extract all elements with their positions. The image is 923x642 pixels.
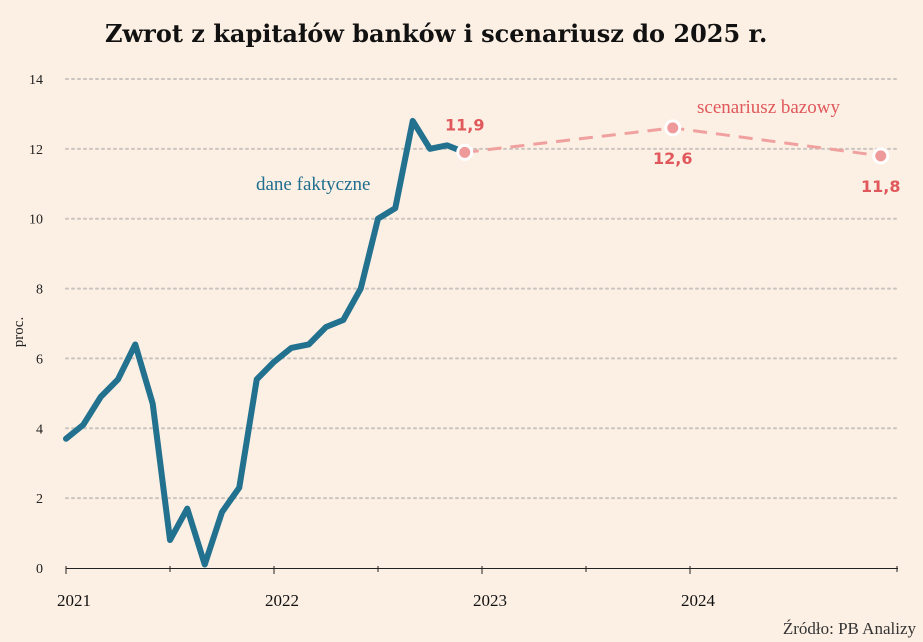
series-actual <box>63 117 468 568</box>
y-tick-label: 4 <box>36 422 43 437</box>
series-label-actual: dane faktyczne <box>256 174 370 195</box>
series-label-scenario: scenariusz bazowy <box>697 97 840 118</box>
series-line-actual <box>63 117 468 568</box>
x-tick-label: 2023 <box>473 591 507 610</box>
y-tick-label: 14 <box>29 73 43 88</box>
y-ticks: 0 2 4 6 8 10 12 14 <box>29 73 43 577</box>
scenario-point <box>456 143 474 161</box>
x-ticks: 2021 2022 2023 2024 <box>57 566 898 610</box>
scenario-point <box>664 119 682 137</box>
x-tick-label: 2022 <box>265 591 299 610</box>
scenario-point <box>872 147 890 165</box>
y-tick-label: 12 <box>29 143 43 158</box>
scenario-data-label: 11,9 <box>445 115 484 134</box>
grid <box>65 78 899 500</box>
scenario-data-label: 12,6 <box>653 149 692 168</box>
x-tick-label: 2024 <box>681 591 716 610</box>
scenario-data-label: 11,8 <box>861 177 900 196</box>
y-axis-label: proc. <box>11 317 27 347</box>
series-scenario: 11,9 12,6 11,8 <box>445 115 900 195</box>
chart-title: Zwrot z kapitałów banków i scenariusz do… <box>105 19 767 48</box>
source-note: Źródło: PB Analizy <box>783 619 917 638</box>
y-tick-label: 6 <box>36 352 43 367</box>
y-tick-label: 10 <box>29 213 43 228</box>
y-tick-label: 2 <box>36 492 43 507</box>
y-tick-label: 0 <box>36 562 43 577</box>
x-tick-label: 2021 <box>57 591 91 610</box>
y-tick-label: 8 <box>36 283 43 298</box>
